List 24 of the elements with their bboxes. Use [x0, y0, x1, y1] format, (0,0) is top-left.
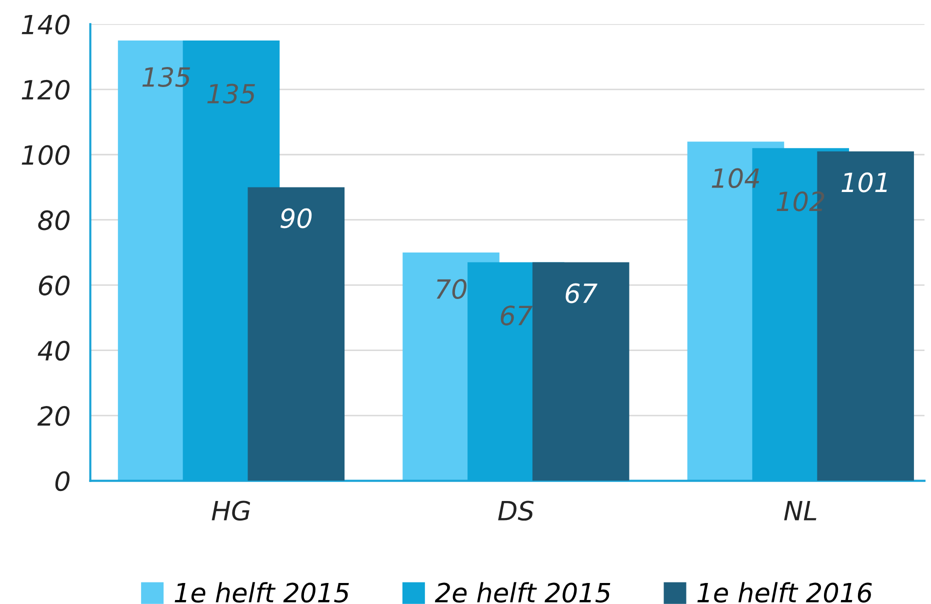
data-label: 67: [566, 283, 598, 304]
data-label: 101: [842, 172, 887, 192]
data-label: 67: [500, 306, 532, 326]
bar: [532, 262, 630, 481]
data-label: 90: [280, 208, 312, 228]
data-label: 135: [142, 67, 190, 88]
y-tick-label: 20: [37, 406, 70, 426]
data-label: 104: [712, 168, 760, 188]
y-tick-label: 60: [38, 276, 70, 296]
y-tick-label: 40: [38, 340, 70, 361]
x-tick-label: NL: [784, 501, 816, 520]
data-label: 70: [436, 279, 466, 300]
y-tick-label: 0: [55, 471, 70, 492]
bar: [248, 187, 345, 481]
legend-label: 1e helft 2016: [697, 582, 872, 603]
data-label: 135: [207, 84, 255, 104]
y-tick-label: 120: [22, 80, 70, 100]
y-tick-label: 100: [22, 145, 70, 166]
x-tick-label: DS: [498, 500, 534, 521]
y-tick-label: 80: [38, 210, 70, 230]
legend-label: 1e helft 2015: [174, 582, 349, 603]
legend-label: 2e helft 2015: [434, 582, 610, 603]
x-tick-label: HG: [212, 500, 250, 521]
y-tick-label: 140: [22, 14, 70, 35]
